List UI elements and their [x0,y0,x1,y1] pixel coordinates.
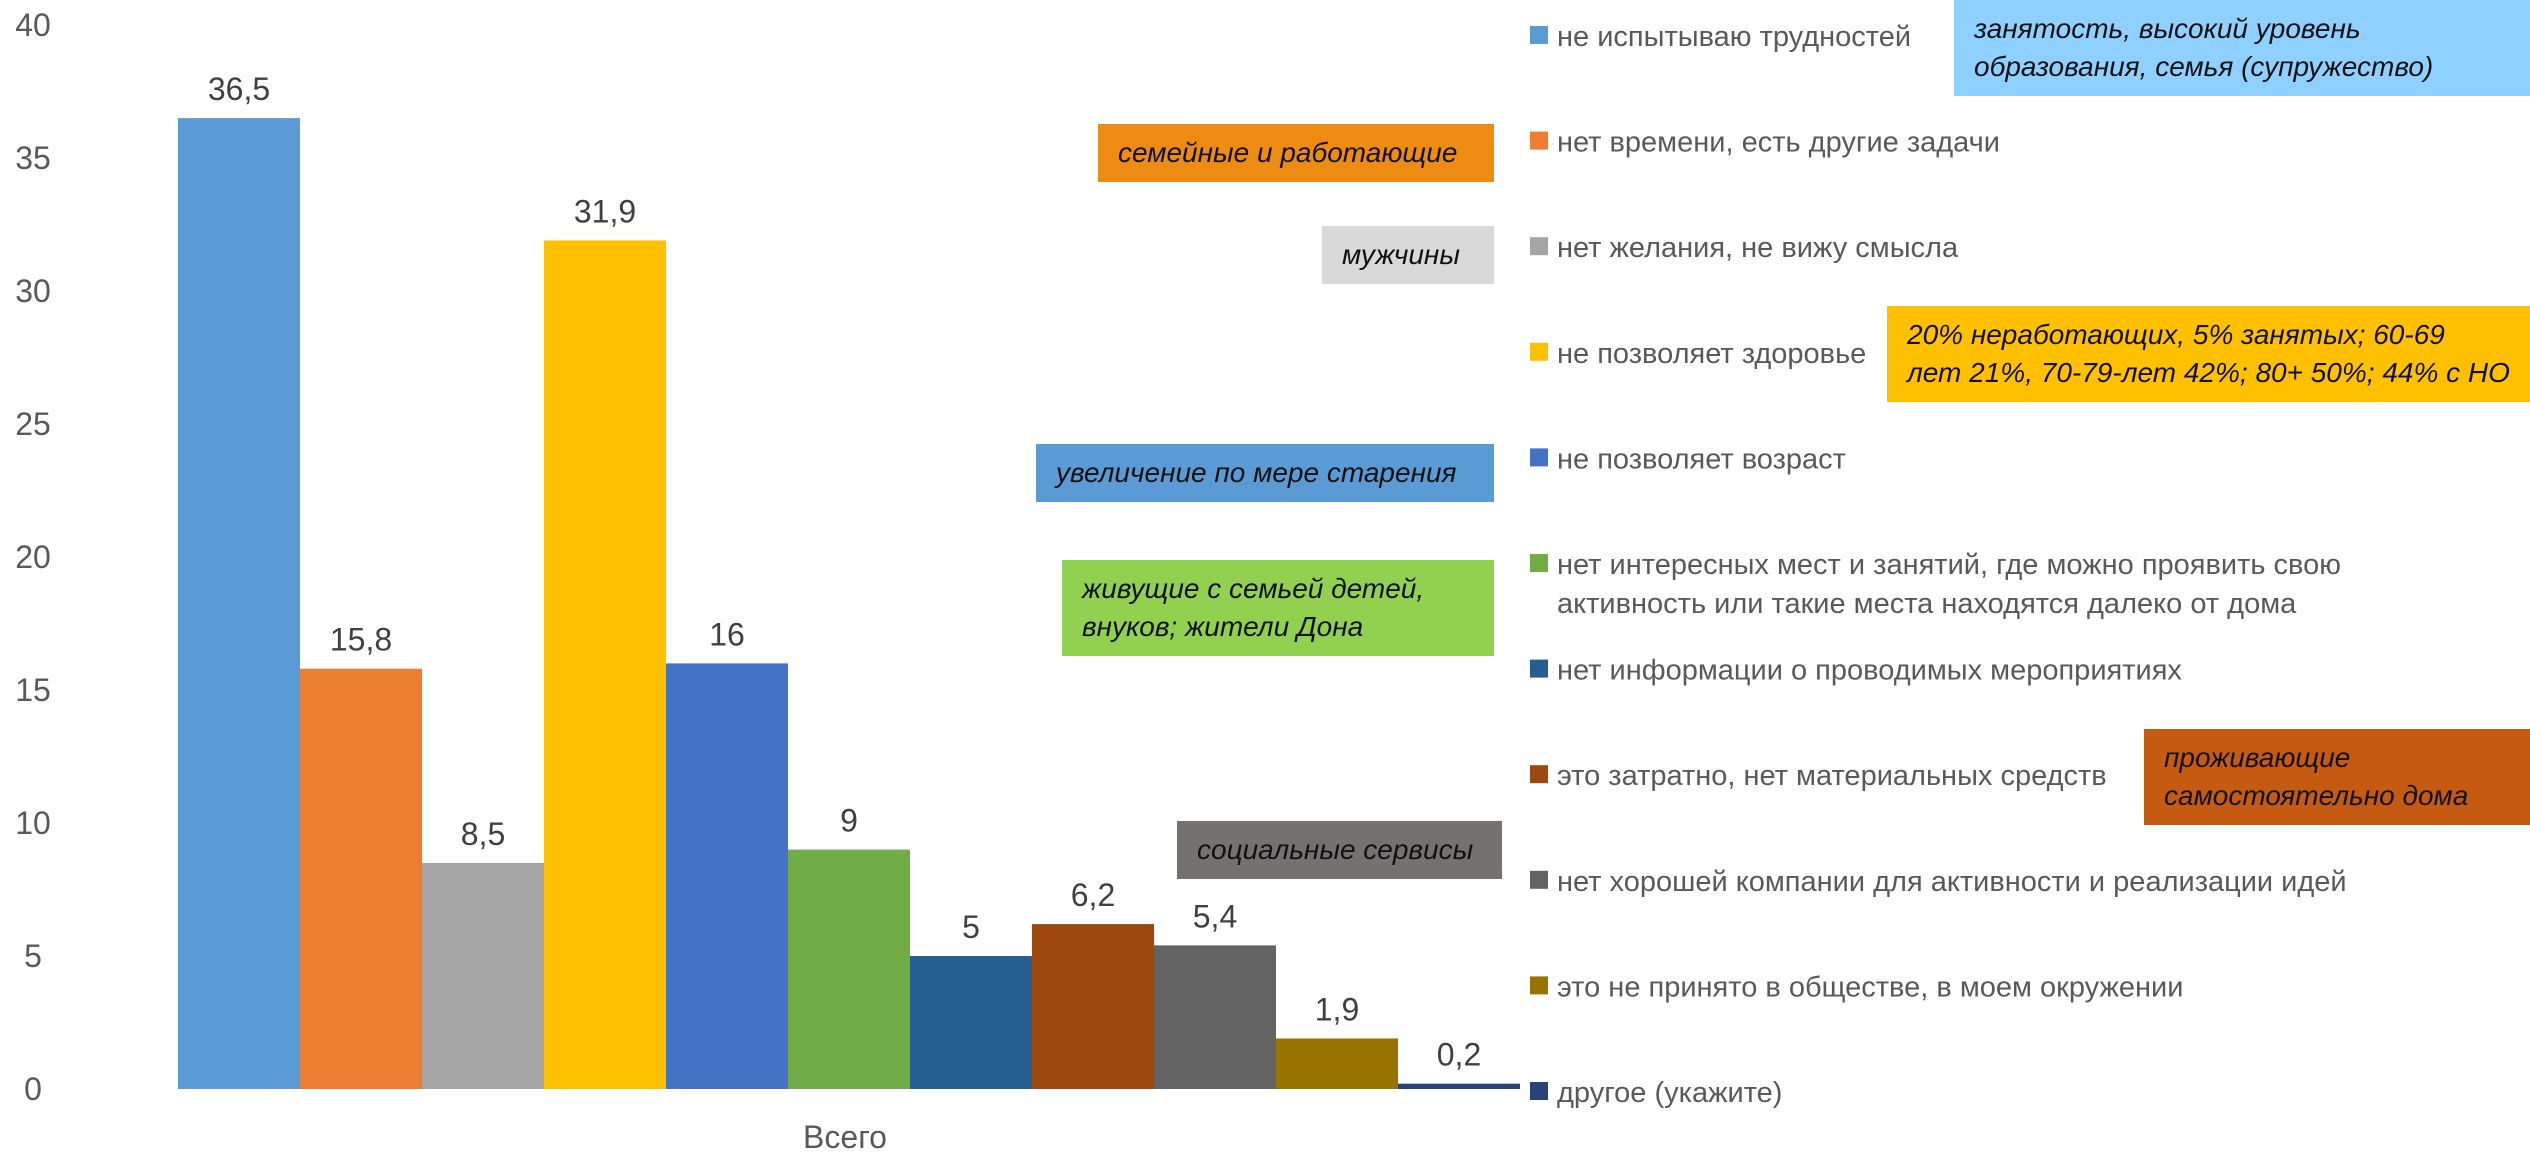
annotation-note-text: семейные и работающие [1118,137,1458,168]
y-tick-label: 15 [15,672,51,708]
legend-label: другое (укажите) [1557,1077,1782,1109]
bar [788,849,910,1089]
annotation-note: живущие с семьей детей, внуков; жители До… [1062,560,1494,656]
legend-swatch [1530,26,1548,44]
bar-value-label: 0,2 [1437,1037,1481,1073]
legend-label: нет хорошей компании для активности и ре… [1557,866,2347,898]
bar-value-label: 5,4 [1193,898,1237,934]
bar-value-label: 36,5 [208,71,270,107]
legend-swatch [1530,1082,1548,1100]
legend-swatch [1530,976,1548,995]
legend-swatch [1530,342,1548,361]
bar-value-label: 9 [840,803,858,839]
legend: не испытываю трудностей нет времени, есть… [1530,21,2347,1109]
annotation-note: занятость, высокий уровень образования, с… [1954,0,2530,96]
legend-label: не испытываю трудностей [1557,21,1911,53]
y-tick-label: 20 [15,539,51,575]
annotation-note: семейные и работающие [1098,124,1494,182]
bar-value-label: 16 [709,616,745,652]
bar [1154,945,1276,1089]
y-tick-label: 30 [15,273,51,309]
legend-swatch [1530,659,1548,678]
annotation-note: мужчины [1322,226,1494,284]
legend-label: нет желания, не вижу смысла [1557,232,1959,264]
bar [178,118,300,1090]
legend-label: не позволяет здоровье [1557,338,1866,370]
bar [666,663,788,1089]
bars [178,118,1520,1090]
bar-value-label: 15,8 [330,622,392,658]
annotation-note-text: занятость, высокий уровень образования, с… [1974,13,2434,82]
legend-swatch [1530,131,1548,150]
bar [300,668,422,1089]
legend-label: нет интересных мест и занятий, где можно… [1557,549,2341,620]
annotation-note-text: мужчины [1342,239,1460,270]
legend-swatch [1530,448,1548,467]
bar [1032,924,1154,1089]
legend-label: это не принято в обществе, в моем окруже… [1557,971,2183,1003]
y-tick-label: 0 [24,1071,42,1107]
annotation-note-text: проживающие самостоятельно дома [2164,742,2469,811]
annotation-note-text: социальные сервисы [1197,834,1474,865]
annotation-note: социальные сервисы [1177,821,1502,879]
bar-value-label: 1,9 [1315,991,1359,1027]
bar-value-label: 8,5 [461,816,505,852]
y-axis: 0 5 10 15 20 25 30 35 40 [15,7,51,1107]
y-tick-label: 40 [15,7,51,43]
legend-swatch [1530,237,1548,256]
legend-swatch [1530,870,1548,889]
bar [910,956,1032,1089]
legend-label: это затратно, нет материальных средств [1557,760,2107,792]
bar [422,862,544,1089]
bar-value-label: 5 [962,909,980,945]
bar [1276,1038,1398,1089]
bar-value-label: 6,2 [1071,877,1115,913]
bar [1398,1083,1520,1089]
annotation-note-text: живущие с семьей детей, внуков; жители До… [1082,573,1425,642]
y-tick-label: 35 [15,140,51,176]
annotation-note: увеличение по мере старения [1036,444,1494,502]
x-category-label: Всего [803,1119,887,1153]
annotation-note-text: 20% неработающих, 5% занятых; 60-69 лет 2… [1907,319,2510,388]
legend-swatch [1530,765,1548,784]
legend-swatch [1530,554,1548,572]
y-tick-label: 10 [15,805,51,841]
annotation-note-text: увеличение по мере старения [1056,457,1457,488]
y-tick-label: 5 [24,938,42,974]
bar-value-label: 31,9 [574,193,636,229]
legend-label: нет информации о проводимых мероприятиях [1557,655,2182,687]
data-labels: 36,5 15,8 8,5 31,9 16 9 5 6,2 5,4 1,9 0,2 [208,71,1481,1073]
bar [544,240,666,1089]
legend-label: нет времени, есть другие задачи [1557,127,2000,159]
legend-label: не позволяет возраст [1557,443,1846,475]
y-tick-label: 25 [15,406,51,442]
annotation-note: проживающие самостоятельно дома [2144,729,2530,825]
annotation-note: 20% неработающих, 5% занятых; 60-69 лет 2… [1887,306,2530,402]
